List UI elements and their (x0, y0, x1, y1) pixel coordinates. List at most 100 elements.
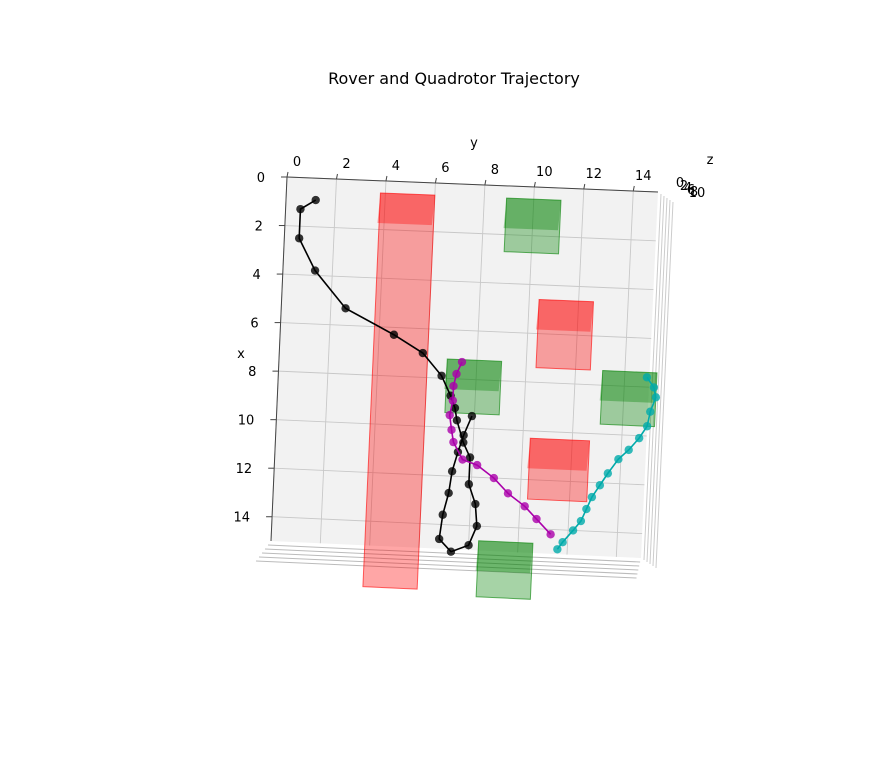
y-tick-mark (286, 171, 289, 178)
z-tick-label: 10 (689, 186, 706, 201)
x-tick-label: 0 (257, 171, 265, 186)
obstacle-cap (536, 299, 594, 332)
z-tick-label: 2 (680, 179, 688, 194)
obstacles-layer (362, 192, 658, 600)
trajectory-point (603, 469, 613, 478)
x-tick-label: 12 (236, 462, 253, 477)
trajectory-point (389, 330, 399, 339)
z-tick-label: 0 (676, 176, 684, 191)
trajectory-point (472, 460, 482, 470)
obstacle-cap (527, 438, 590, 471)
z-tick-label: 4 (684, 181, 692, 196)
y-axis-label: y (470, 136, 478, 151)
grid-line-y (369, 180, 387, 546)
z-edge-bottom (255, 560, 637, 579)
obstacle-cap (475, 540, 533, 574)
trajectory-point (642, 373, 652, 382)
trajectory-point (634, 433, 644, 443)
grid-line-x (280, 322, 652, 339)
trajectory-point (449, 437, 458, 447)
chart-title: Rover and Quadrotor Trajectory (328, 69, 580, 88)
obstacle-cap (444, 358, 502, 392)
x-tick-label: 8 (248, 365, 256, 380)
obstacle-box (535, 298, 594, 371)
y-tick-mark (434, 177, 437, 184)
x-tick-label: 4 (252, 268, 260, 283)
trajectory-point (447, 425, 456, 435)
trajectory-point (614, 454, 623, 464)
y-tick-label: 2 (342, 157, 350, 172)
grid-line-x (284, 225, 656, 242)
y-tick-mark (533, 181, 536, 188)
z-edge-right (643, 193, 662, 561)
trajectory-point (311, 195, 320, 205)
grid-line-y (615, 190, 634, 557)
trajectory-line (556, 376, 657, 550)
trajectory-point (459, 431, 468, 440)
trajectory-point (646, 407, 655, 416)
grid-line-y (566, 188, 585, 555)
grid-line-x (274, 467, 645, 486)
y-tick-label: 10 (536, 165, 553, 180)
trajectory-point (532, 514, 541, 524)
trajectory-point (568, 526, 578, 535)
y-tick-label: 0 (293, 155, 301, 170)
grid-line-y (319, 178, 337, 544)
trajectory-point (582, 504, 591, 514)
grid-line-x (278, 370, 649, 388)
trajectory-point (457, 357, 467, 367)
trajectory-point (452, 369, 461, 379)
obstacle-box (362, 192, 436, 590)
y-tick-mark (335, 173, 338, 180)
trajectory-point (438, 510, 447, 519)
trajectory-point (458, 455, 467, 464)
obstacle-box (526, 437, 591, 503)
y-tick-label: 4 (392, 159, 400, 174)
z-edge-bottom (261, 552, 639, 571)
trajectory-point (418, 348, 428, 358)
obstacle-box (475, 540, 534, 600)
z-tick-label: 8 (690, 185, 698, 200)
obstacle-cap (503, 198, 561, 231)
y-tick-mark (583, 183, 586, 190)
trajectory-point (464, 480, 474, 489)
grid-line-y (517, 186, 535, 553)
y-tick-label: 14 (635, 169, 652, 184)
z-edge-right (652, 199, 671, 567)
y-tick-mark (484, 179, 487, 186)
trajectory-point (649, 383, 659, 392)
trajectory-point (434, 534, 444, 544)
trajectory-point (553, 545, 562, 554)
x-axis-line (270, 176, 288, 542)
z-tick-label: 6 (687, 183, 695, 198)
z-edge-right (646, 195, 665, 563)
trajectory-point (489, 473, 499, 483)
trajectory-point (448, 396, 458, 405)
y-tick-label: 8 (491, 163, 499, 178)
trajectory-point (651, 393, 661, 402)
grid-line-x (282, 273, 654, 291)
x-axis-label: x (237, 347, 245, 362)
trajectory-point (450, 403, 460, 413)
grid-line-x (276, 419, 647, 437)
axes-pane (255, 177, 674, 579)
trajectory-point (446, 547, 456, 556)
trajectory-point (587, 492, 597, 502)
x-tick-label: 10 (238, 414, 255, 429)
y-tick-label: 6 (441, 161, 449, 176)
y-tick-mark (385, 175, 388, 182)
y-axis-line (286, 176, 659, 193)
trajectory-point (467, 411, 477, 421)
trajectory-point (464, 540, 473, 550)
floor-pane (271, 177, 658, 558)
x-tick-label: 2 (255, 220, 263, 235)
obstacle-box (599, 370, 658, 428)
z-edge-bottom (258, 556, 638, 575)
trajectory-point (437, 371, 446, 380)
trajectory-point (558, 537, 567, 547)
trajectory-point (447, 467, 457, 476)
trajectory-point (520, 502, 529, 511)
